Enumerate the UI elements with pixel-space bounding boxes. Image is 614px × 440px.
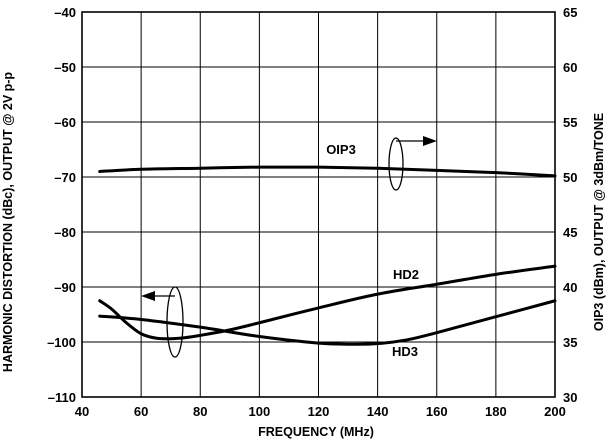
y-left-tick-label: –50 (54, 60, 76, 75)
series-label-hd2: HD2 (393, 267, 419, 282)
y-left-tick-label: –60 (54, 115, 76, 130)
y-right-tick-label: 40 (563, 280, 577, 295)
plot-frame (81, 11, 556, 398)
y-axis-label-right: OIP3 (dBm), OUTPUT @ 3dBm/TONE (592, 113, 606, 331)
hd-arrow-head (141, 291, 155, 301)
series-label-hd3: HD3 (392, 344, 418, 359)
x-tick-label: 200 (544, 404, 566, 419)
tick-labels: 40 60 80 100 120 140 160 180 200 –40 –50 –60 –70 –80 –… (47, 5, 577, 419)
hd-axis-marker-ellipse (166, 286, 184, 358)
y-axis-label-left: HARMONIC DISTORTION (dBc), OUTPUT @ 2V p… (1, 72, 15, 373)
y-left-tick-label: –90 (54, 280, 76, 295)
y-left-tick-label: –110 (48, 390, 76, 405)
x-tick-label: 160 (426, 404, 448, 419)
y-right-tick-label: 50 (563, 170, 577, 185)
y-right-tick-label: 55 (563, 115, 577, 130)
x-tick-label: 40 (75, 404, 89, 419)
y-right-tick-label: 35 (563, 335, 577, 350)
y-left-tick-label: –100 (47, 335, 76, 350)
oip3-arrow-head (423, 136, 437, 146)
x-axis-label: FREQUENCY (MHz) (258, 425, 374, 439)
y-right-tick-label: 65 (563, 5, 577, 20)
series-line-hd2 (98, 264, 557, 341)
series-lines (98, 165, 557, 346)
annotations (141, 136, 437, 358)
x-tick-label: 120 (308, 404, 330, 419)
y-left-tick-label: –80 (54, 225, 76, 240)
y-left-tick-label: –40 (54, 5, 76, 20)
series-line-oip3 (98, 165, 557, 178)
x-tick-label: 180 (485, 404, 507, 419)
y-left-tick-label: –70 (54, 170, 76, 185)
y-right-tick-label: 45 (563, 225, 577, 240)
x-tick-label: 60 (134, 404, 148, 419)
x-tick-label: 100 (249, 404, 271, 419)
x-tick-label: 80 (193, 404, 207, 419)
series-label-oip3: OIP3 (326, 142, 356, 157)
y-right-tick-label: 30 (563, 390, 577, 405)
x-tick-label: 140 (367, 404, 389, 419)
y-right-tick-label: 60 (563, 60, 577, 75)
oip3-axis-marker-ellipse (388, 137, 404, 191)
grid (82, 12, 555, 397)
